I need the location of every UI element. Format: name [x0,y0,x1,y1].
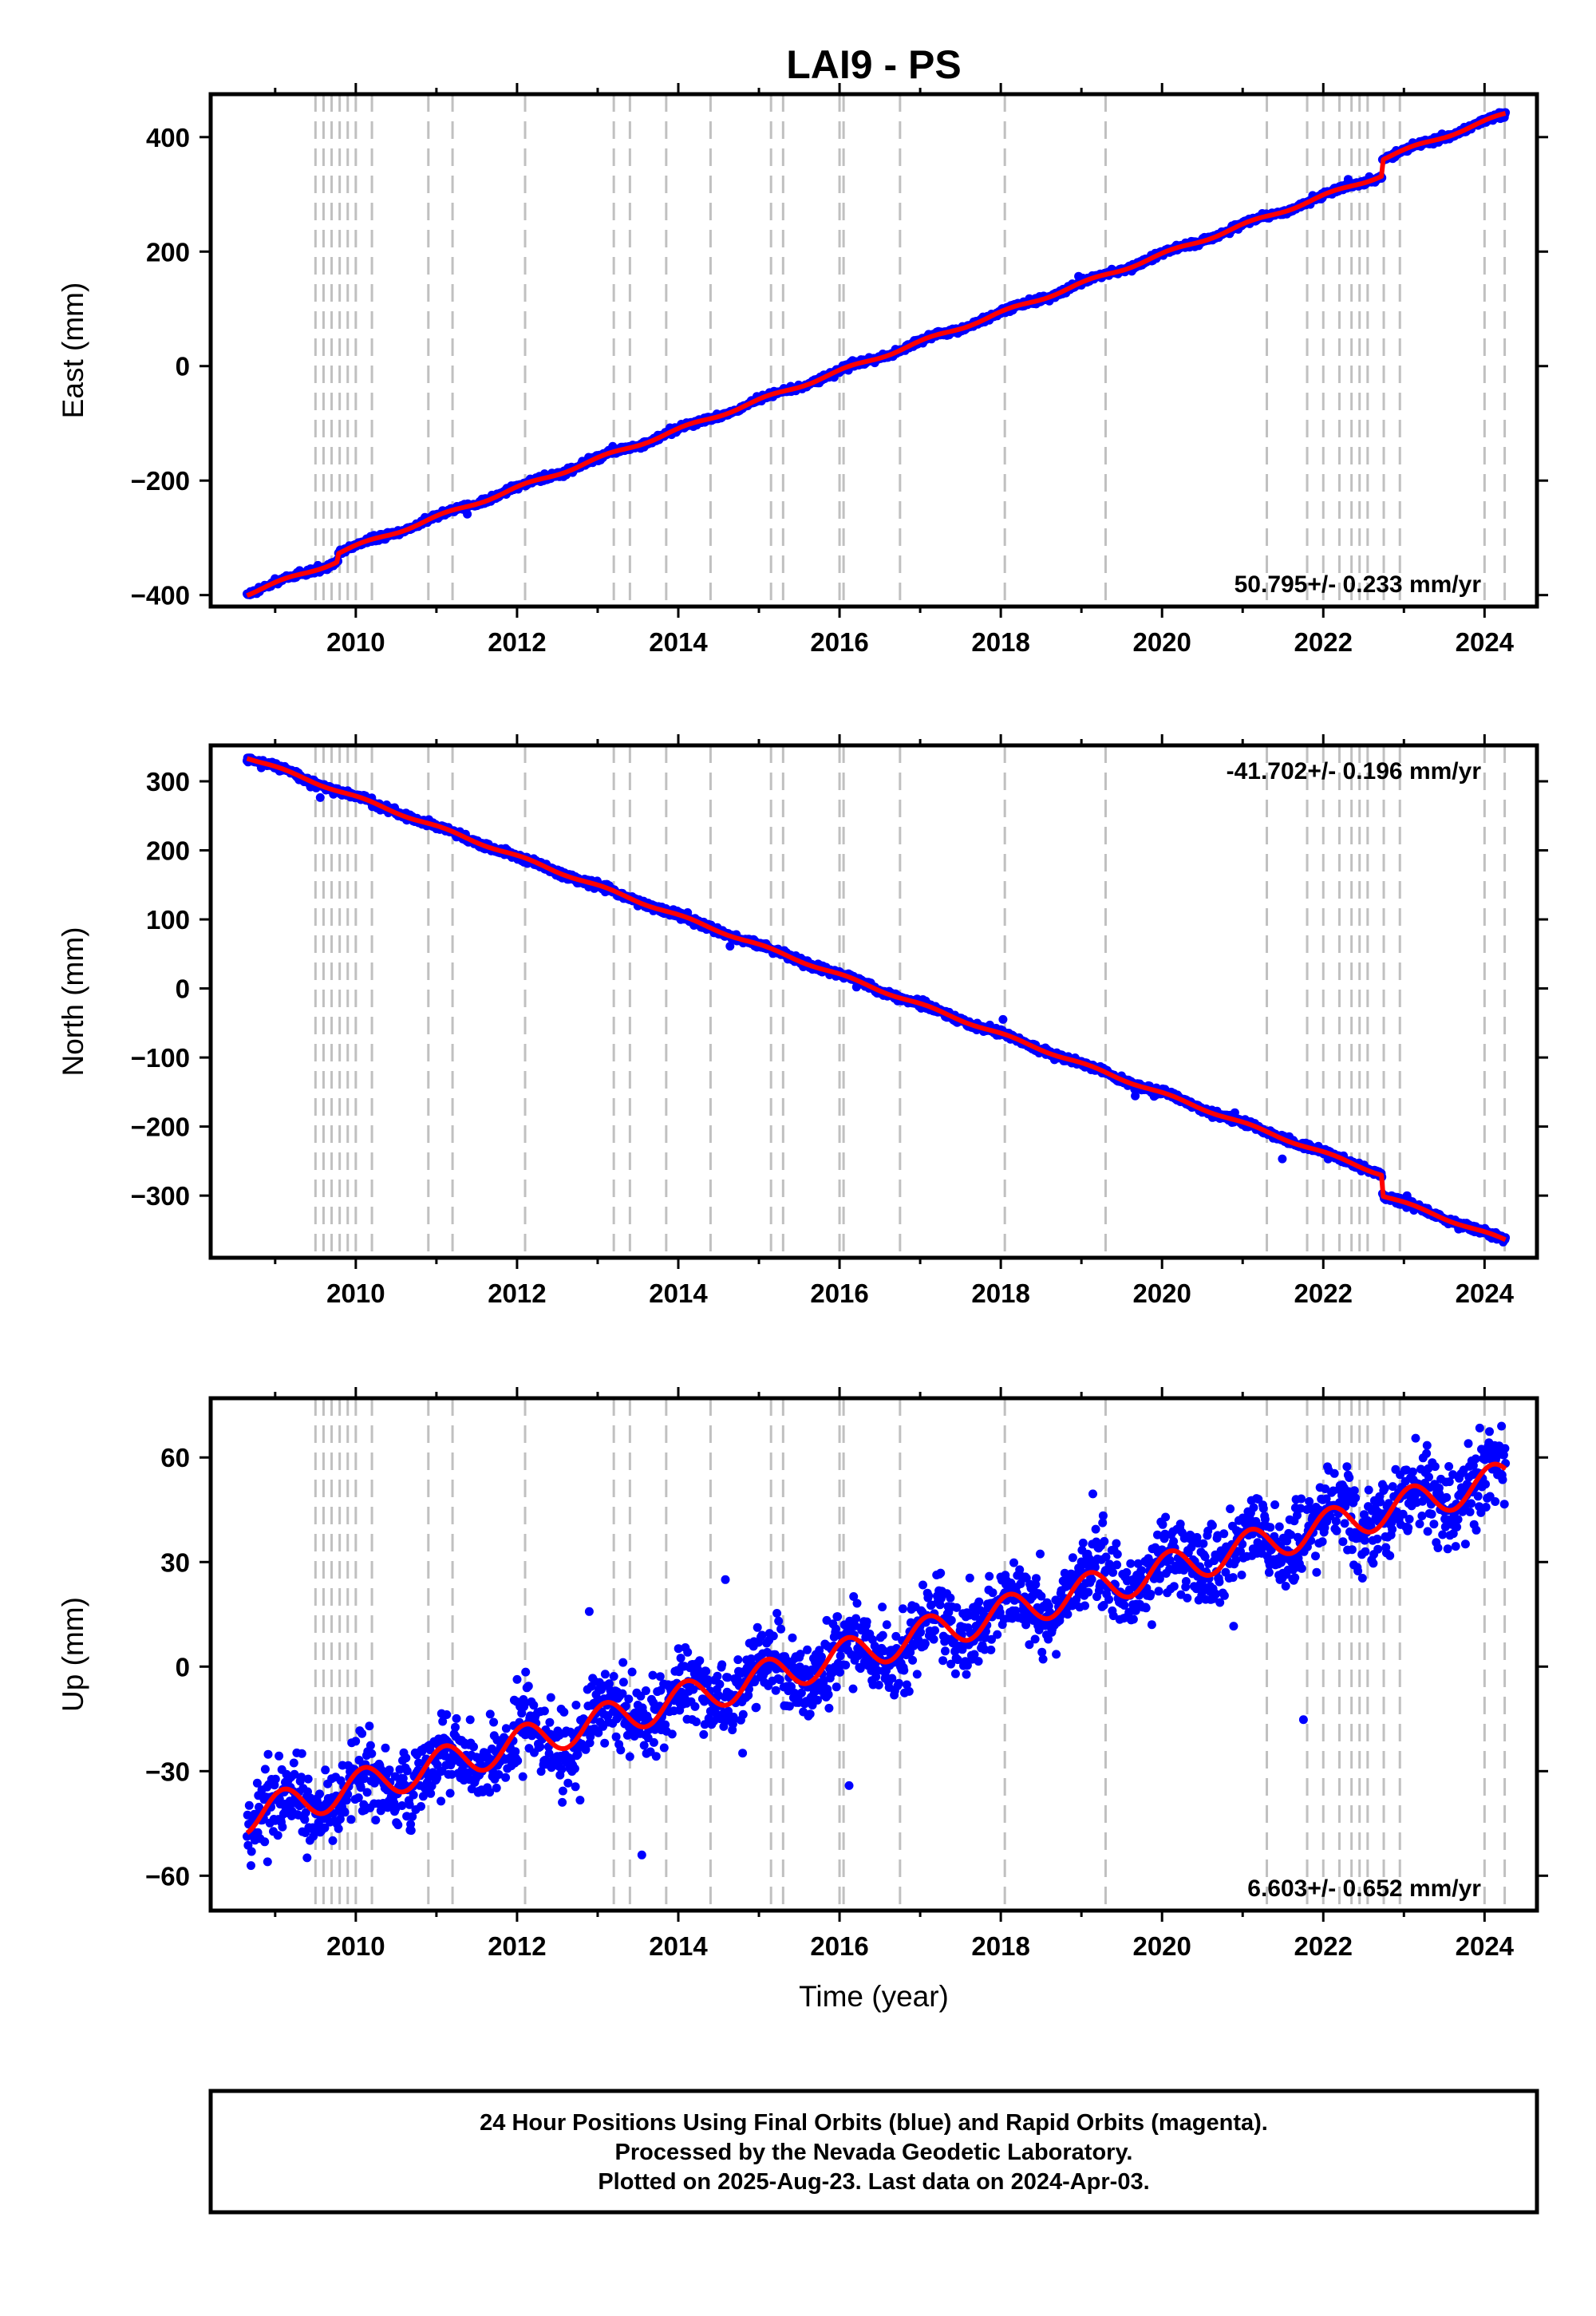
x-tick-label: 2012 [488,1279,546,1308]
y-tick-label: 300 [146,767,190,796]
observation-point [263,1749,273,1759]
x-tick-label: 2020 [1132,627,1191,657]
x-tick-label: 2024 [1456,1279,1515,1308]
observation-point [340,1808,350,1817]
observation-point [247,1847,256,1856]
observation-point [315,792,325,802]
x-tick-label: 2024 [1456,627,1515,657]
observation-point [260,1765,270,1774]
y-tick-label: −200 [131,466,190,496]
observation-point [409,1790,418,1800]
y-axis-label: East (mm) [57,283,89,419]
y-tick-label: −400 [131,581,190,611]
x-tick-label: 2012 [488,627,546,657]
rate-label: 50.795+/- 0.233 mm/yr [1235,571,1482,598]
observation-point [289,1758,298,1768]
x-tick-label: 2016 [810,1279,868,1308]
x-tick-label: 2022 [1294,1279,1353,1308]
y-tick-label: 200 [146,237,190,267]
observation-point [275,1751,284,1761]
observation-point [346,1815,356,1824]
observation-point [365,1721,374,1731]
x-tick-label: 2010 [326,627,385,657]
x-tick-label: 2018 [971,1279,1029,1308]
y-tick-label: 0 [176,974,190,1004]
observation-point [451,1722,460,1732]
y-tick-label: 100 [146,905,190,935]
observation-point [315,1789,324,1799]
observation-point [367,1749,377,1758]
y-tick-label: 400 [146,123,190,152]
observation-point [328,1836,338,1845]
observation-point [351,1737,361,1746]
rate-label: -41.702+/- 0.196 mm/yr [1227,758,1482,785]
east-panel: 2010 2012 2014 2016 2018 2020 2022 2024 −400 −200… [57,83,1548,657]
y-tick-label: −200 [131,1113,190,1142]
observation-points [243,108,1511,599]
x-tick-label: 2010 [326,1279,385,1308]
y-tick-label: −300 [131,1181,190,1211]
observation-point [371,1816,381,1825]
observation-point [1278,1154,1287,1164]
observation-point [426,1788,436,1798]
observation-point [442,1710,452,1719]
observation-point [437,1796,446,1806]
observation-point [247,1861,255,1871]
observation-point [998,1014,1008,1024]
observation-point [321,1765,330,1775]
observation-point [303,1774,313,1784]
x-tick-label: 2020 [1132,1279,1191,1308]
observation-points [243,753,1511,1247]
observation-point [302,1853,312,1863]
y-tick-label: 0 [176,352,190,381]
observation-point [334,1824,343,1833]
observation-point [417,1802,425,1811]
observation-point [393,1820,403,1830]
observation-point [358,1729,367,1738]
x-tick-label: 2022 [1294,627,1353,657]
observation-point [452,1713,461,1723]
y-axis-label: North (mm) [57,927,89,1076]
observation-point [445,1788,455,1798]
observation-point [263,1857,272,1867]
y-tick-label: −100 [131,1043,190,1073]
observation-point [278,1822,287,1832]
observation-point [297,1749,306,1758]
observation-points [243,1421,1511,1871]
observation-point [381,1743,390,1753]
observation-point [362,1788,372,1797]
x-tick-label: 2014 [649,627,708,657]
observation-point [401,1753,411,1763]
figure-title: LAI9 - PS [786,42,961,87]
x-tick-label: 2016 [810,627,868,657]
observation-point [273,1831,282,1840]
observation-point [244,1800,254,1810]
north-panel: 2010 2012 2014 2016 2018 2020 2022 2024 −300 −200… [57,734,1548,1308]
x-tick-label: 2018 [971,627,1029,657]
y-tick-label: 200 [146,836,190,866]
observation-point [406,1826,416,1836]
observation-point [463,509,472,519]
observation-point [385,1765,394,1775]
up-panel: 2010 2012 2014 2016 2018 2020 2022 2024−60−3003… [57,1387,1548,1961]
observation-point [271,1774,280,1784]
x-tick-label: 2014 [649,1279,708,1308]
observation-point [260,1837,270,1847]
observation-point [365,1741,375,1750]
